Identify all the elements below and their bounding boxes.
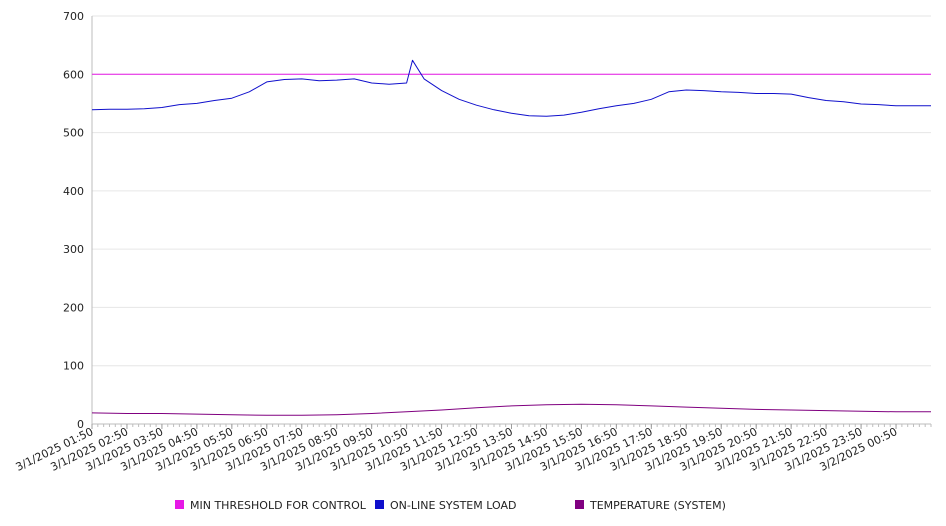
series-line-1 <box>91 59 931 117</box>
legend-label-2: TEMPERATURE (SYSTEM) <box>589 499 726 512</box>
y-tick-label-700: 700 <box>63 10 84 23</box>
y-tick-labels: 0 100 200 300 400 500 600 700 <box>63 10 84 431</box>
y-tick-label-600: 600 <box>63 68 84 81</box>
legend-swatch-2 <box>575 500 584 509</box>
series-lines <box>91 59 931 416</box>
y-tick-label-100: 100 <box>63 360 84 373</box>
y-tick-label-200: 200 <box>63 301 84 314</box>
legend: MIN THRESHOLD FOR CONTROL ON-LINE SYSTEM … <box>175 499 726 512</box>
legend-swatch-1 <box>375 500 384 509</box>
axes <box>91 16 932 429</box>
legend-label-1: ON-LINE SYSTEM LOAD <box>390 499 516 512</box>
y-tick-label-0: 0 <box>77 418 84 431</box>
grid-lines <box>92 15 931 367</box>
series-line-2 <box>91 403 931 416</box>
x-tick-labels: 3/1/2025 01:503/1/2025 02:503/1/2025 03:… <box>14 425 900 474</box>
y-tick-label-400: 400 <box>63 185 84 198</box>
y-tick-label-300: 300 <box>63 243 84 256</box>
y-tick-label-500: 500 <box>63 127 84 140</box>
legend-swatch-0 <box>175 500 184 509</box>
legend-label-0: MIN THRESHOLD FOR CONTROL <box>190 499 367 512</box>
